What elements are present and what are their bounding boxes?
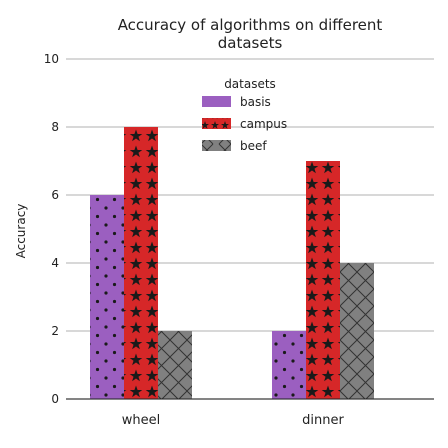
y-axis-label: Accuracy — [14, 204, 28, 259]
chart-title-line-2: datasets — [218, 34, 283, 52]
legend-label-campus: campus — [240, 117, 287, 131]
chart-title-line-1: Accuracy of algorithms on different — [118, 16, 383, 34]
chart-title: Accuracy of algorithms on different data… — [118, 16, 383, 52]
x-axis-ticks: wheel dinner — [122, 413, 345, 428]
y-tick-label: 2 — [51, 324, 59, 338]
bars — [90, 127, 374, 399]
x-tick-label: dinner — [302, 413, 344, 428]
legend-title: datasets — [224, 77, 276, 91]
y-tick-label: 4 — [51, 256, 59, 270]
x-tick-label: wheel — [122, 413, 160, 428]
legend-swatch-beef — [202, 140, 231, 151]
legend-swatch-basis — [202, 96, 231, 107]
legend: datasets basis campus beef — [202, 77, 287, 153]
bar-basis-wheel — [90, 195, 124, 399]
y-axis-ticks: 0 2 4 6 8 10 — [44, 52, 59, 406]
bar-beef-dinner — [340, 263, 374, 399]
bar-campus-dinner — [306, 161, 340, 399]
legend-swatch-campus — [202, 118, 231, 129]
bar-campus-wheel — [124, 127, 158, 399]
legend-label-basis: basis — [240, 95, 271, 109]
y-tick-label: 0 — [51, 392, 59, 406]
y-tick-label: 6 — [51, 188, 59, 202]
y-tick-label: 10 — [44, 52, 59, 66]
y-tick-label: 8 — [51, 120, 59, 134]
bar-beef-wheel — [158, 331, 192, 399]
bar-basis-dinner — [272, 331, 306, 399]
legend-label-beef: beef — [240, 139, 267, 153]
